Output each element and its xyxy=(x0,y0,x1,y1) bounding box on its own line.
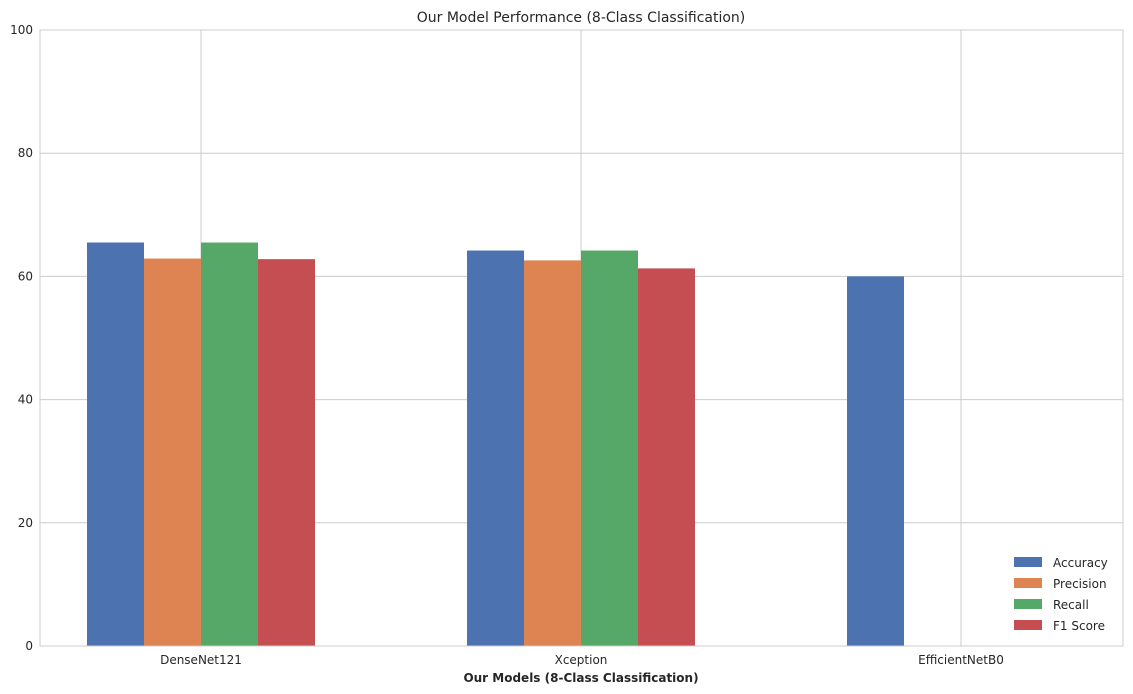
x-axis-ticks: DenseNet121 Xception EfficientNetB0 xyxy=(160,653,1004,667)
x-tick-label: Xception xyxy=(555,653,608,667)
bar-accuracy-xception xyxy=(467,250,524,646)
legend-label: Recall xyxy=(1053,598,1089,612)
legend: Accuracy Precision Recall F1 Score xyxy=(1014,556,1108,633)
y-tick-label: 80 xyxy=(18,146,33,160)
plot-frame xyxy=(39,29,1124,647)
bar-f1-score-xception xyxy=(638,268,695,646)
x-tick-label: EfficientNetB0 xyxy=(918,653,1004,667)
y-tick-label: 20 xyxy=(18,516,33,530)
y-tick-label: 40 xyxy=(18,393,33,407)
bar-accuracy-densenet121 xyxy=(87,242,144,646)
bar-precision-densenet121 xyxy=(144,258,201,646)
bar-recall-densenet121 xyxy=(201,242,258,646)
y-axis-ticks: 0 20 40 60 80 100 xyxy=(10,23,33,653)
legend-swatch-precision xyxy=(1014,578,1042,588)
bars xyxy=(87,242,904,646)
legend-label: F1 Score xyxy=(1053,619,1105,633)
bar-f1-score-densenet121 xyxy=(258,259,315,646)
chart-title: Our Model Performance (8-Class Classific… xyxy=(417,10,746,26)
y-tick-label: 100 xyxy=(10,23,33,37)
legend-swatch-accuracy xyxy=(1014,557,1042,567)
legend-swatch-f1-score xyxy=(1014,620,1042,630)
legend-label: Accuracy xyxy=(1053,556,1108,570)
bar-recall-xception xyxy=(581,250,638,646)
y-tick-label: 60 xyxy=(18,269,33,283)
y-tick-label: 0 xyxy=(25,639,33,653)
x-axis-label: Our Models (8-Class Classification) xyxy=(463,671,698,685)
bar-accuracy-efficientnetb0 xyxy=(847,276,904,646)
bar-precision-xception xyxy=(524,260,581,646)
x-tick-label: DenseNet121 xyxy=(160,653,242,667)
legend-label: Precision xyxy=(1053,577,1107,591)
legend-swatch-recall xyxy=(1014,599,1042,609)
